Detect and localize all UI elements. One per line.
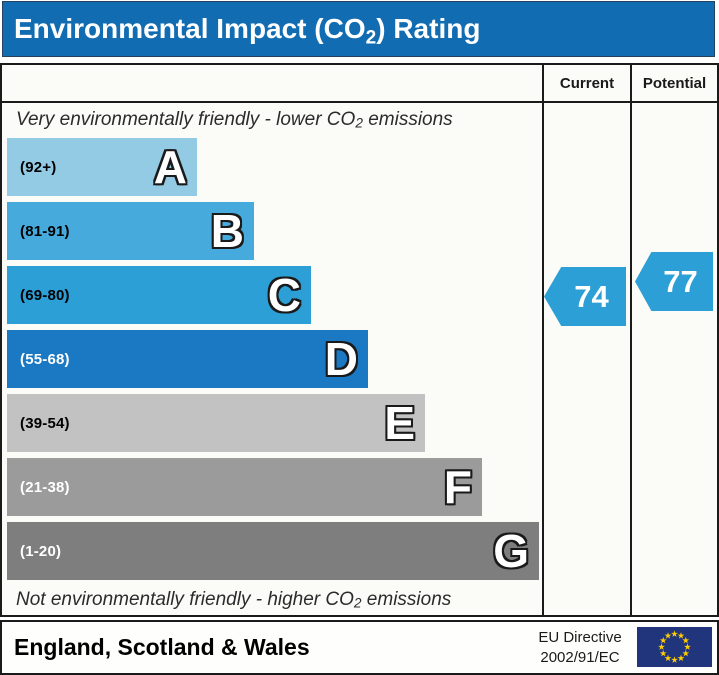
title-bar: Environmental Impact (CO2) Rating (2, 1, 715, 57)
band-letter: F (443, 461, 472, 513)
potential-rating-value: 77 (663, 264, 698, 299)
footer-bar: England, Scotland & Wales EU Directive 2… (0, 620, 719, 675)
eu-flag-icon (637, 627, 712, 667)
band-range-label: (1-20) (20, 542, 62, 560)
rating-table: Current Potential Very environmentally f… (0, 63, 719, 617)
bottom-note-text: Not environmentally friendly - higher CO (16, 589, 354, 610)
bottom-note-subscript: 2 (353, 595, 362, 611)
top-note-subscript: 2 (355, 115, 363, 131)
column-divider-current (542, 65, 544, 615)
top-note: Very environmentally friendly - lower CO… (16, 109, 453, 131)
band-row-b: (81-91) B (7, 202, 254, 260)
band-letter: D (324, 333, 358, 385)
bottom-note: Not environmentally friendly - higher CO… (16, 589, 451, 611)
potential-rating-arrow: 77 (635, 252, 713, 311)
page-title: Environmental Impact (CO2) Rating (3, 2, 714, 64)
column-header-potential: Potential (642, 75, 707, 92)
band-range-label: (39-54) (20, 414, 70, 432)
band-range-label: (81-91) (20, 222, 70, 240)
band-letter: C (267, 269, 301, 321)
band-range-label: (21-38) (20, 478, 70, 496)
band-row-f: (21-38) F (7, 458, 482, 516)
band-range-label: (69-80) (20, 286, 70, 304)
band-letter: B (210, 205, 244, 257)
band-row-d: (55-68) D (7, 330, 368, 388)
band-range-label: (55-68) (20, 350, 70, 368)
page-title-suffix: ) Rating (376, 13, 481, 44)
rating-bands: (92+) A (81-91) B (69-80) C (55-68) D (3… (7, 138, 542, 586)
top-note-suffix: emissions (362, 109, 453, 130)
current-rating-value: 74 (574, 279, 609, 314)
region-label: England, Scotland & Wales (14, 634, 310, 660)
band-letter: A (153, 141, 187, 193)
band-letter: G (493, 525, 529, 577)
band-row-e: (39-54) E (7, 394, 425, 452)
band-row-c: (69-80) C (7, 266, 311, 324)
page-title-subscript: 2 (365, 27, 377, 49)
page-title-text: Environmental Impact (CO (14, 13, 366, 44)
band-row-g: (1-20) G (7, 522, 539, 580)
eu-directive-line2: 2002/91/EC (540, 649, 620, 666)
column-divider-potential (630, 65, 632, 615)
eu-directive-label: EU Directive 2002/91/EC (529, 628, 631, 668)
band-row-a: (92+) A (7, 138, 197, 196)
bottom-note-suffix: emissions (361, 589, 452, 610)
top-note-text: Very environmentally friendly - lower CO (16, 109, 356, 130)
band-letter: E (384, 397, 415, 449)
eu-directive-line1: EU Directive (538, 629, 622, 646)
band-range-label: (92+) (20, 158, 57, 176)
current-rating-arrow: 74 (544, 267, 626, 326)
column-header-current: Current (559, 75, 615, 92)
header-divider (2, 101, 717, 103)
